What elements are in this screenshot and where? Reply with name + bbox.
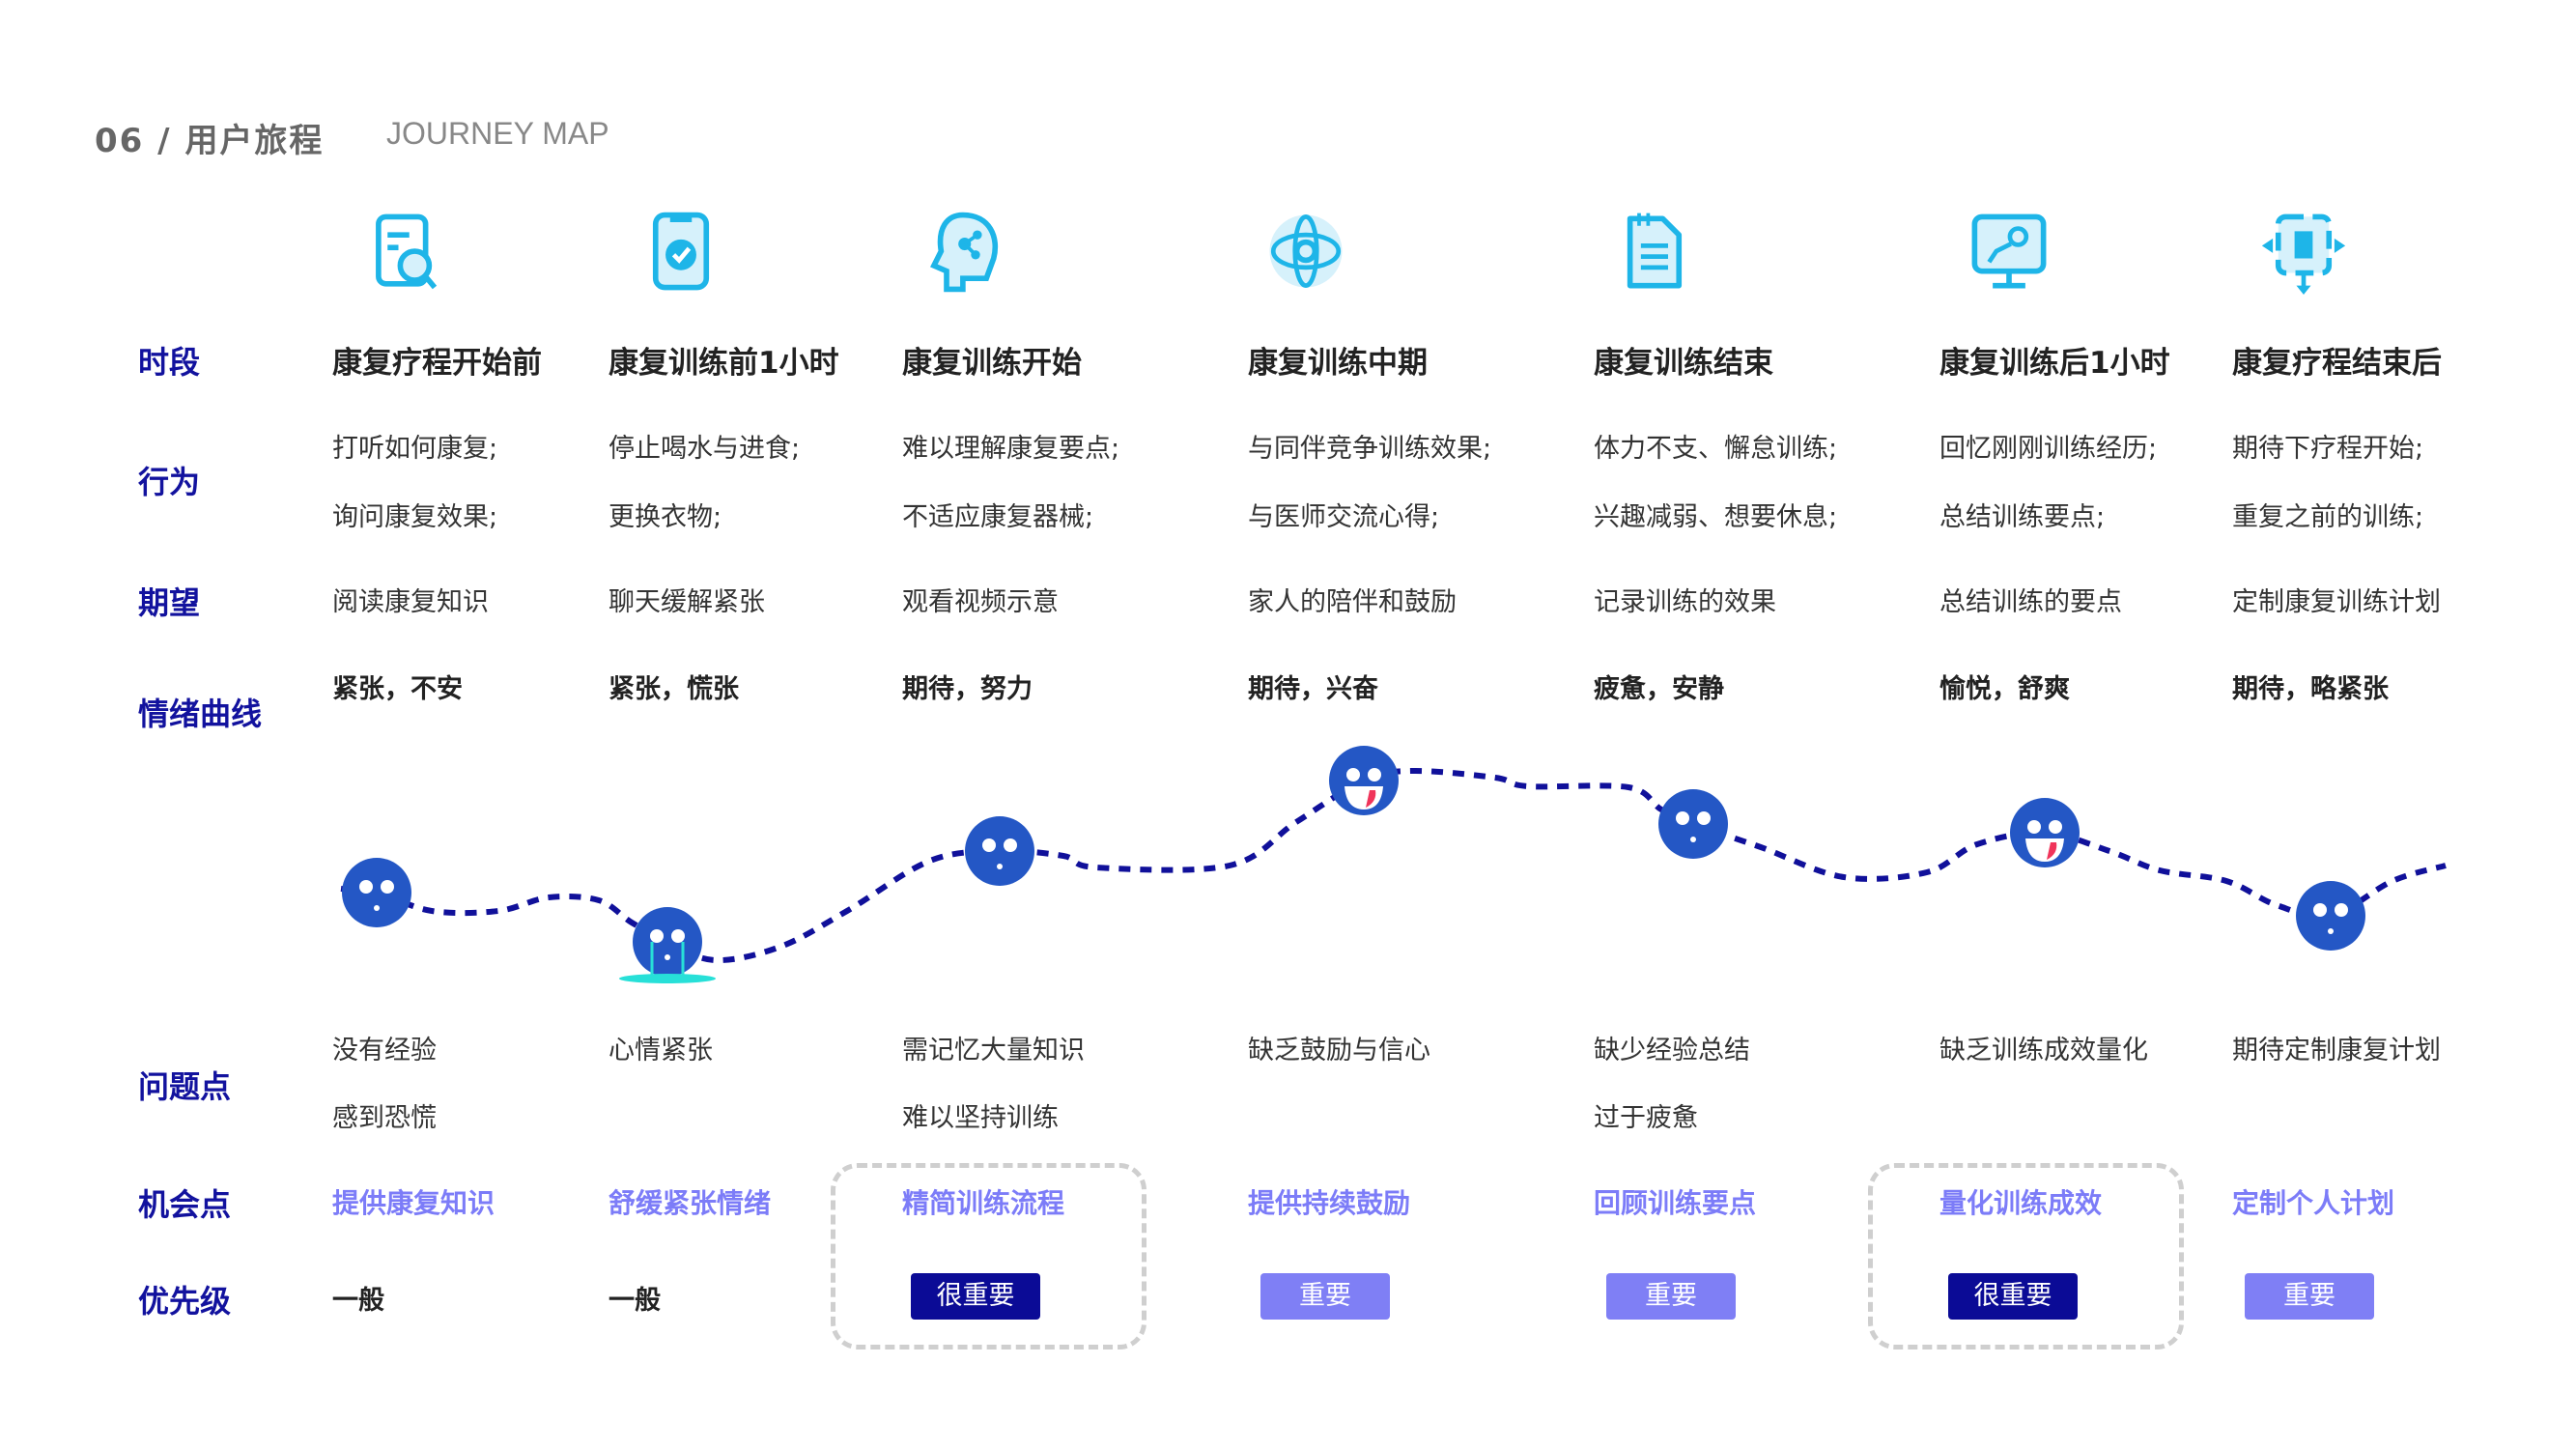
monitor-chart-icon bbox=[1971, 213, 2047, 289]
stage-name: 康复训练后1小时 bbox=[1939, 346, 2170, 381]
priority-badge: 很重要 bbox=[911, 1273, 1040, 1320]
expectation: 定制康复训练计划 bbox=[2232, 587, 2441, 617]
stage-name: 康复训练开始 bbox=[902, 346, 1082, 381]
face-laughing-icon bbox=[1329, 746, 1399, 815]
action-item: 不适应康复器械; bbox=[902, 502, 1094, 532]
priority-badge: 很重要 bbox=[1948, 1273, 2078, 1320]
clipboard-check-icon bbox=[652, 212, 710, 291]
action-item: 停止喝水与进食; bbox=[609, 434, 801, 464]
opportunity: 量化训练成效 bbox=[1939, 1187, 2103, 1219]
expectation: 阅读康复知识 bbox=[332, 587, 489, 617]
section-subtitle: JOURNEY MAP bbox=[386, 116, 609, 151]
row-label-expectation: 期望 bbox=[138, 584, 201, 621]
pain-point: 心情紧张 bbox=[609, 1036, 713, 1065]
pain-point: 期待定制康复计划 bbox=[2232, 1036, 2441, 1065]
action-item: 兴趣减弱、想要休息; bbox=[1594, 502, 1838, 532]
stage-name: 康复训练前1小时 bbox=[609, 346, 839, 381]
highlight-box bbox=[831, 1163, 1146, 1350]
opportunity: 精简训练流程 bbox=[902, 1187, 1065, 1219]
globe-gear-icon bbox=[1269, 214, 1343, 288]
expand-arrows-icon bbox=[2261, 213, 2346, 295]
action-item: 打听如何康复; bbox=[332, 434, 498, 464]
stage-name: 康复训练中期 bbox=[1248, 346, 1428, 381]
priority-badge: 重要 bbox=[1260, 1273, 1390, 1320]
priority-text: 一般 bbox=[609, 1286, 661, 1316]
stage-name: 康复疗程结束后 bbox=[2232, 346, 2442, 381]
row-label-action: 行为 bbox=[138, 464, 201, 500]
emotion-text: 疲惫，安静 bbox=[1594, 674, 1724, 704]
action-item: 重复之前的训练; bbox=[2232, 502, 2424, 532]
stage-name: 康复训练结束 bbox=[1594, 346, 1773, 381]
stage-name: 康复疗程开始前 bbox=[332, 346, 542, 381]
expectation: 家人的陪伴和鼓励 bbox=[1248, 587, 1457, 617]
pain-point: 需记忆大量知识 bbox=[902, 1036, 1085, 1065]
emotion-text: 紧张，不安 bbox=[332, 674, 463, 704]
priority-badge: 重要 bbox=[2245, 1273, 2374, 1320]
row-label-opportunity: 机会点 bbox=[138, 1186, 232, 1223]
emotion-text: 紧张，慌张 bbox=[609, 674, 739, 704]
pain-point: 没有经验 bbox=[332, 1036, 437, 1065]
emotion-curve-line bbox=[340, 767, 2447, 964]
row-label-emotion: 情绪曲线 bbox=[138, 696, 263, 732]
pain-point: 缺乏鼓励与信心 bbox=[1248, 1036, 1430, 1065]
action-item: 与医师交流心得; bbox=[1248, 502, 1440, 532]
expectation: 聊天缓解紧张 bbox=[609, 587, 765, 617]
action-item: 询问康复效果; bbox=[332, 502, 498, 532]
action-item: 体力不支、懈怠训练; bbox=[1594, 434, 1838, 464]
row-label-priority: 优先级 bbox=[138, 1283, 232, 1320]
emotion-curve bbox=[340, 746, 2447, 983]
opportunity: 提供持续鼓励 bbox=[1248, 1187, 1411, 1219]
emotion-text: 期待，努力 bbox=[902, 674, 1033, 704]
section-title: 06 / 用户旅程 bbox=[95, 114, 324, 161]
action-item: 更换衣物; bbox=[609, 502, 722, 532]
opportunity: 回顾训练要点 bbox=[1594, 1187, 1757, 1219]
action-item: 期待下疗程开始; bbox=[2232, 434, 2424, 464]
face-laughing-icon bbox=[2010, 798, 2080, 867]
section-title-text: 用户旅程 bbox=[184, 122, 325, 160]
pain-point: 难以坚持训练 bbox=[902, 1103, 1059, 1133]
notepad-list-icon bbox=[1627, 213, 1683, 289]
title-separator: / bbox=[157, 122, 172, 160]
face-neutral-icon bbox=[965, 816, 1034, 886]
action-item: 与同伴竞争训练效果; bbox=[1248, 434, 1492, 464]
document-search-icon bbox=[376, 213, 438, 290]
action-item: 难以理解康复要点; bbox=[902, 434, 1120, 464]
face-neutral-icon bbox=[342, 858, 411, 927]
face-crying-icon bbox=[619, 907, 716, 983]
pain-point: 缺乏训练成效量化 bbox=[1939, 1036, 2148, 1065]
emotion-text: 愉悦，舒爽 bbox=[1939, 674, 2070, 704]
opportunity: 舒缓紧张情绪 bbox=[609, 1187, 772, 1219]
emotion-text: 期待，略紧张 bbox=[2232, 674, 2389, 704]
opportunity: 提供康复知识 bbox=[332, 1187, 495, 1219]
face-neutral-icon bbox=[2296, 881, 2365, 951]
row-label-stage: 时段 bbox=[138, 344, 201, 381]
row-label-pain: 问题点 bbox=[138, 1068, 232, 1105]
pain-point: 过于疲惫 bbox=[1594, 1103, 1698, 1133]
opportunity: 定制个人计划 bbox=[2232, 1187, 2395, 1219]
expectation: 观看视频示意 bbox=[902, 587, 1059, 617]
section-number: 06 bbox=[95, 122, 145, 160]
head-network-icon bbox=[930, 212, 999, 293]
face-neutral-icon bbox=[1658, 789, 1728, 859]
highlight-box bbox=[1868, 1163, 2184, 1350]
priority-text: 一般 bbox=[332, 1286, 384, 1316]
action-item: 回忆刚刚训练经历; bbox=[1939, 434, 2158, 464]
expectation: 总结训练的要点 bbox=[1939, 587, 2122, 617]
expectation: 记录训练的效果 bbox=[1594, 587, 1776, 617]
emotion-text: 期待，兴奋 bbox=[1248, 674, 1378, 704]
priority-badge: 重要 bbox=[1606, 1273, 1736, 1320]
action-item: 总结训练要点; bbox=[1939, 502, 2106, 532]
pain-point: 感到恐慌 bbox=[332, 1103, 437, 1133]
pain-point: 缺少经验总结 bbox=[1594, 1036, 1750, 1065]
